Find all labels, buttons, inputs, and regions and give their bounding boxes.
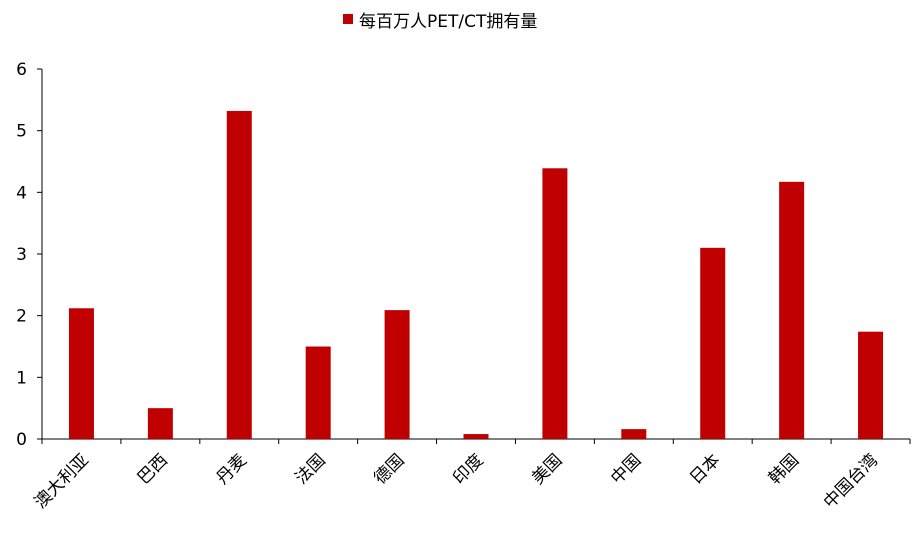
x-tick-label: 丹麦 bbox=[213, 450, 251, 488]
y-tick-label: 3 bbox=[16, 245, 27, 265]
bar bbox=[779, 181, 805, 439]
x-labels: 澳大利亚 巴西 丹麦 法国 德国 印度 美国 中国 日本 韩国 中国台湾 bbox=[31, 450, 882, 512]
x-tick-label: 德国 bbox=[370, 450, 408, 488]
y-tick-label: 2 bbox=[16, 307, 27, 327]
bar bbox=[147, 408, 173, 439]
x-tick-label: 法国 bbox=[292, 450, 330, 488]
y-tick-label: 4 bbox=[16, 183, 27, 203]
x-tick-label: 澳大利亚 bbox=[31, 450, 93, 512]
bars bbox=[68, 110, 884, 440]
bar bbox=[463, 434, 489, 439]
y-ticks: 0 1 2 3 4 5 6 bbox=[16, 60, 42, 450]
bar bbox=[68, 308, 94, 439]
bar bbox=[542, 168, 568, 440]
legend: 每百万人PET/CT拥有量 bbox=[343, 12, 537, 32]
bar bbox=[621, 429, 647, 439]
x-tick-label: 日本 bbox=[686, 450, 724, 488]
bar bbox=[305, 346, 331, 439]
x-tick-label: 中国 bbox=[607, 450, 645, 488]
x-tick-label: 美国 bbox=[528, 450, 566, 488]
x-tick-label: 中国台湾 bbox=[820, 450, 882, 512]
legend-swatch bbox=[343, 14, 353, 24]
y-tick-label: 0 bbox=[16, 430, 27, 450]
y-tick-label: 5 bbox=[16, 122, 27, 142]
x-ticks bbox=[41, 439, 911, 444]
bar bbox=[226, 110, 252, 439]
y-tick-label: 6 bbox=[16, 60, 27, 80]
x-tick-label: 巴西 bbox=[134, 450, 172, 488]
bar bbox=[858, 331, 884, 439]
bar bbox=[384, 310, 410, 439]
legend-label: 每百万人PET/CT拥有量 bbox=[359, 12, 537, 32]
y-tick-label: 1 bbox=[16, 368, 27, 388]
x-tick-label: 韩国 bbox=[765, 450, 803, 488]
x-tick-label: 印度 bbox=[449, 450, 487, 488]
bar bbox=[700, 247, 726, 439]
